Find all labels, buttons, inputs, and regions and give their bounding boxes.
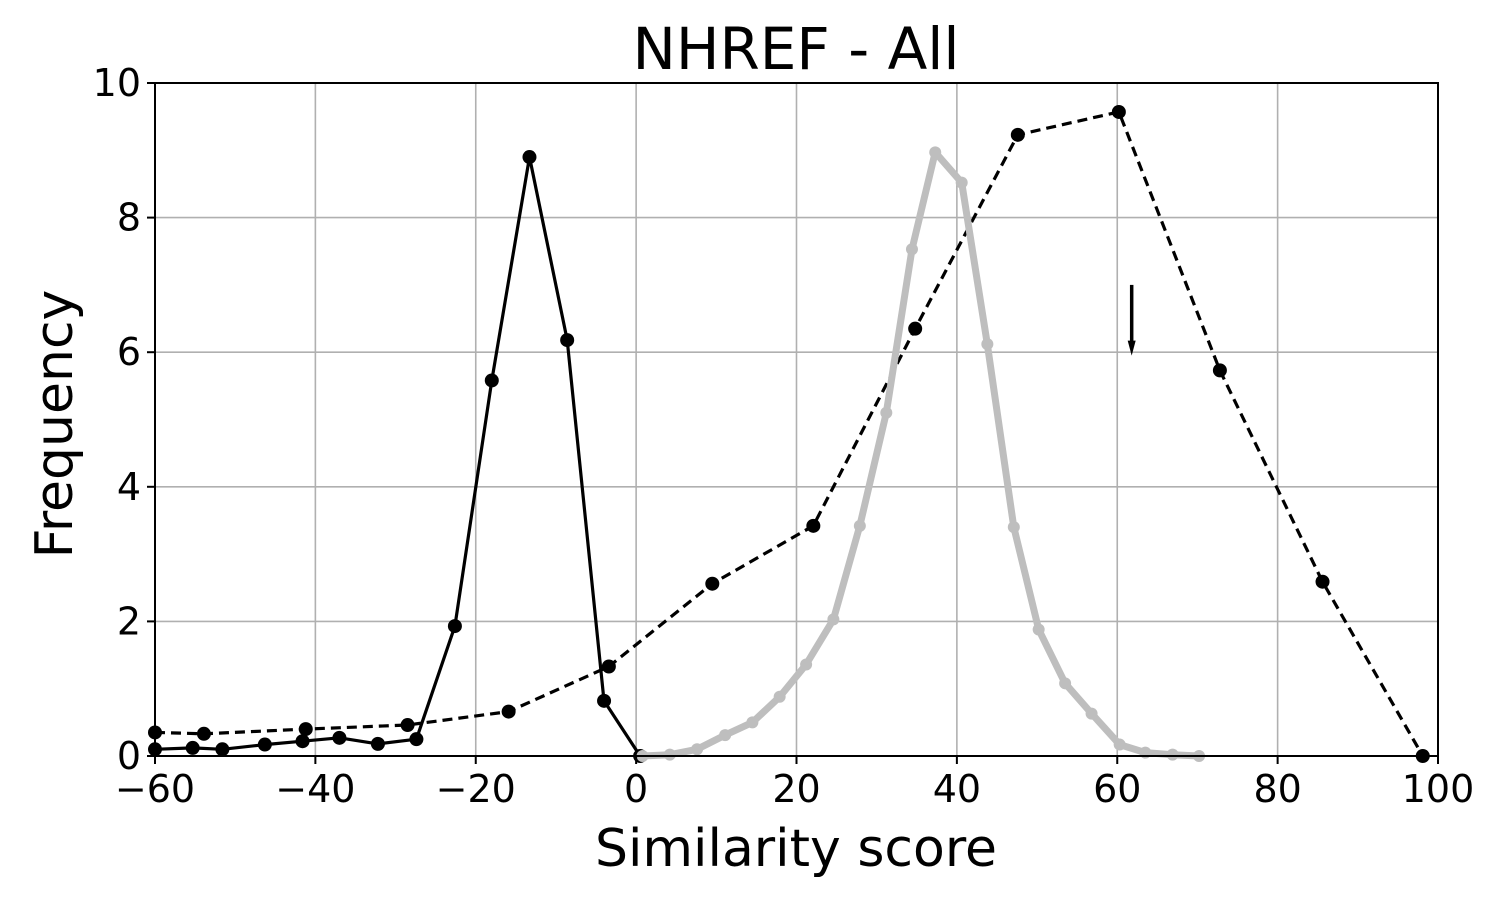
series-3-point	[663, 748, 676, 761]
series-1-point	[370, 736, 385, 751]
series-layer	[148, 104, 1430, 763]
y-tick-label: 4	[117, 465, 141, 509]
series-3-point	[981, 338, 994, 351]
y-tick-label: 10	[93, 61, 141, 105]
series-3-point	[1007, 521, 1020, 534]
x-tick-label: 60	[1093, 767, 1141, 811]
series-2-point	[1315, 574, 1330, 589]
x-tick-label: −20	[436, 767, 516, 811]
series-3-line	[639, 148, 1203, 760]
series-3-point	[746, 716, 759, 729]
grid	[154, 82, 1439, 757]
series-3-point	[1166, 748, 1179, 761]
series-1-point	[295, 734, 310, 749]
ticks: −60 −40 −20 0 20 40 60 80 100 0 2 4 6 8 10	[93, 61, 1475, 811]
series-2-point	[908, 321, 923, 336]
annotation-layer	[1127, 284, 1136, 356]
y-tick-label: 0	[117, 734, 141, 778]
series-1-point	[560, 333, 575, 348]
series-1-point	[409, 732, 424, 747]
y-tick-label: 6	[117, 330, 141, 374]
x-tick-label: −40	[275, 767, 355, 811]
x-tick-label: −60	[115, 767, 195, 811]
series-3-point	[905, 243, 918, 256]
series-1-line	[153, 155, 642, 758]
series-2-point	[1212, 363, 1227, 378]
series-3-point	[719, 729, 732, 742]
series-1-point	[185, 740, 200, 755]
series-3	[636, 146, 1206, 762]
series-2-point	[806, 518, 821, 533]
series-3-point	[1059, 677, 1072, 690]
series-2-line	[154, 110, 1425, 757]
series-1-point	[257, 737, 272, 752]
series-2-point	[298, 722, 313, 737]
series-3-point	[827, 613, 840, 626]
series-1-point	[332, 730, 347, 745]
series-3-point	[1113, 738, 1126, 751]
annotation-arrow	[1127, 284, 1136, 356]
y-tick-label: 8	[117, 196, 141, 240]
series-1-point	[215, 742, 230, 757]
y-axis-label: Frequency	[25, 290, 85, 559]
y-tick-label: 2	[117, 599, 141, 643]
x-tick-label: 0	[624, 767, 648, 811]
x-tick-label: 40	[933, 767, 981, 811]
series-1-point	[597, 693, 612, 708]
series-2	[148, 104, 1430, 763]
series-3-point	[929, 146, 942, 159]
x-tick-label: 20	[772, 767, 820, 811]
series-1	[148, 150, 648, 763]
series-2-point	[196, 726, 211, 741]
arrow-head	[1127, 340, 1136, 356]
series-3-point	[1085, 707, 1098, 720]
series-3-point	[773, 690, 786, 703]
x-axis-label: Similarity score	[595, 819, 997, 879]
series-1-point	[522, 150, 537, 165]
series-1-point	[447, 619, 462, 634]
x-tick-label: 80	[1253, 767, 1301, 811]
series-2-point	[400, 718, 415, 733]
series-2-point	[1111, 104, 1126, 119]
series-3-point	[853, 519, 866, 532]
series-2-point	[705, 576, 720, 591]
series-1-point	[484, 373, 499, 388]
series-3-point	[880, 406, 893, 419]
chart-title: NHREF - All	[632, 15, 959, 83]
x-tick-label: 100	[1402, 767, 1475, 811]
series-2-point	[601, 659, 616, 674]
series-2-point	[501, 704, 516, 719]
series-3-point	[1032, 623, 1045, 636]
series-3-point	[691, 743, 704, 756]
series-3-point	[955, 176, 968, 189]
series-3-point	[800, 658, 813, 671]
series-2-point	[1010, 127, 1025, 142]
